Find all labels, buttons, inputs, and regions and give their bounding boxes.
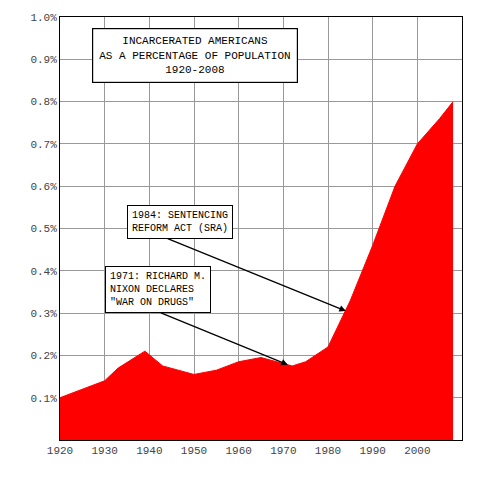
svg-text:1984: SENTENCINGREFORM ACT (SR: 1984: SENTENCINGREFORM ACT (SRA) [132, 210, 228, 234]
svg-text:0.6%: 0.6% [30, 181, 57, 193]
svg-text:0.9%: 0.9% [30, 54, 57, 66]
svg-text:2000: 2000 [404, 445, 430, 457]
svg-text:0.5%: 0.5% [30, 223, 57, 235]
svg-text:1930: 1930 [91, 445, 117, 457]
svg-text:1950: 1950 [181, 445, 207, 457]
svg-text:1990: 1990 [359, 445, 385, 457]
svg-text:1960: 1960 [225, 445, 251, 457]
svg-text:INCARCERATED AMERICANSAS A PER: INCARCERATED AMERICANSAS A PERCENTAGE OF… [99, 35, 290, 76]
svg-text:0.4%: 0.4% [30, 266, 57, 278]
svg-text:1920: 1920 [47, 445, 73, 457]
svg-text:1971: RICHARD M.NIXON DECLARES: 1971: RICHARD M.NIXON DECLARES"WAR ON DR… [110, 271, 206, 308]
svg-text:0.2%: 0.2% [30, 350, 57, 362]
svg-text:0.8%: 0.8% [30, 96, 57, 108]
svg-text:0.7%: 0.7% [30, 139, 57, 151]
svg-text:1970: 1970 [270, 445, 296, 457]
svg-text:1940: 1940 [136, 445, 162, 457]
svg-text:1980: 1980 [315, 445, 341, 457]
svg-text:0.3%: 0.3% [30, 308, 57, 320]
svg-text:1.0%: 1.0% [30, 12, 57, 24]
svg-text:0.1%: 0.1% [30, 393, 57, 405]
